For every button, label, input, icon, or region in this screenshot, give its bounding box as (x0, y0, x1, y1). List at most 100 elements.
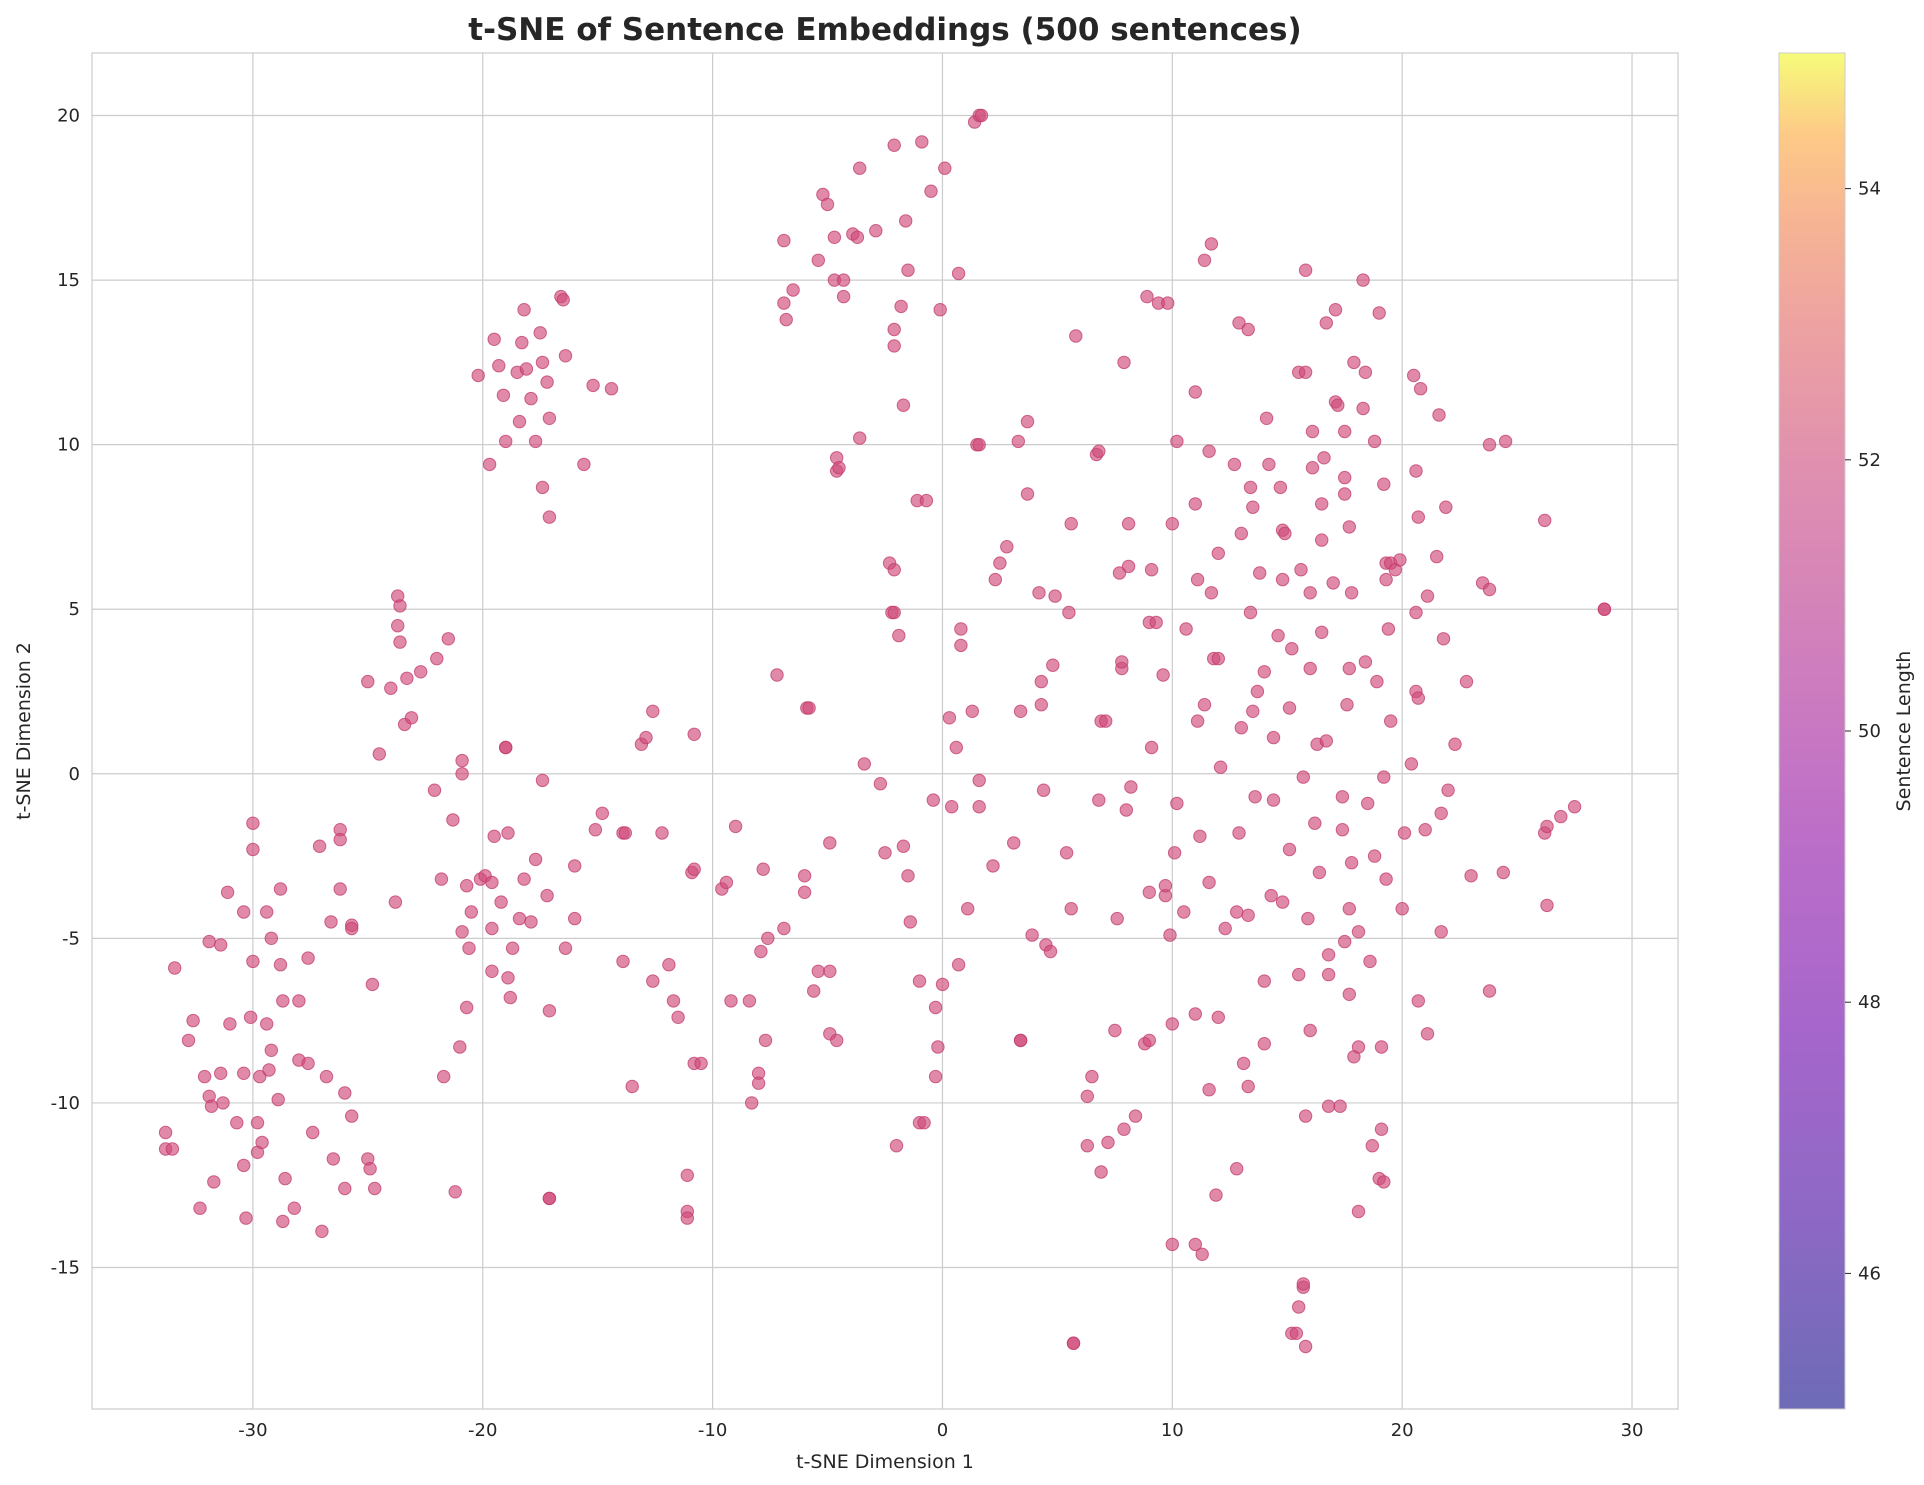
y-tick-label: 20 (57, 106, 80, 127)
data-point (1230, 905, 1244, 919)
data-point (1066, 1336, 1081, 1350)
data-point (887, 138, 901, 152)
data-point (1351, 1040, 1366, 1054)
data-point (1305, 461, 1320, 475)
data-point (1367, 434, 1382, 449)
data-point (1285, 642, 1299, 656)
data-point (1441, 783, 1455, 797)
data-point (728, 819, 743, 834)
data-point (338, 1086, 352, 1100)
data-point (1411, 691, 1426, 705)
data-point (1230, 1162, 1244, 1176)
data-point (931, 1040, 945, 1054)
data-point (1115, 655, 1129, 669)
data-point (1140, 289, 1154, 304)
data-point (1379, 872, 1393, 886)
data-point (1170, 434, 1184, 449)
data-point (262, 1063, 276, 1077)
data-point (1227, 457, 1242, 472)
data-point (276, 1214, 290, 1229)
data-point (1312, 865, 1327, 880)
data-point (1434, 925, 1448, 939)
data-point (1266, 793, 1281, 807)
data-point (1292, 1300, 1306, 1314)
data-point (1202, 1083, 1216, 1097)
colorbar-tick-label: 52 (1858, 450, 1881, 471)
data-point (853, 161, 867, 175)
data-point (761, 931, 775, 945)
data-point (1188, 1237, 1203, 1252)
data-point (832, 461, 846, 475)
data-point (1335, 790, 1350, 804)
data-point (505, 941, 520, 955)
data-point (1241, 322, 1255, 337)
data-point (1379, 572, 1393, 587)
data-point (1165, 1017, 1180, 1031)
data-point (485, 921, 499, 936)
data-point (1338, 470, 1352, 485)
data-point (1282, 842, 1297, 857)
data-point (558, 349, 573, 363)
data-point (1234, 721, 1249, 735)
data-point (556, 293, 570, 307)
data-point (1395, 902, 1409, 916)
data-point (972, 800, 986, 814)
data-point (1482, 438, 1497, 452)
data-point (230, 1116, 244, 1130)
data-point (464, 905, 478, 919)
data-point (388, 895, 403, 909)
data-point (306, 1125, 320, 1140)
data-point (1211, 651, 1226, 666)
data-point (437, 1069, 451, 1084)
data-point (1496, 865, 1511, 880)
data-point (887, 322, 901, 337)
data-point (1420, 1027, 1435, 1041)
data-point (586, 378, 600, 393)
data-point (949, 740, 963, 755)
data-point (777, 296, 791, 310)
data-point (1303, 661, 1317, 676)
data-point (427, 783, 442, 797)
data-point (1418, 823, 1432, 837)
data-point (494, 895, 508, 909)
data-point (1381, 622, 1396, 636)
colorbar-tick-label: 54 (1858, 179, 1881, 200)
data-point (446, 813, 460, 827)
data-point (1333, 1099, 1347, 1113)
data-point (524, 391, 538, 406)
data-point (434, 872, 449, 886)
data-point (363, 1162, 377, 1176)
data-point (400, 671, 414, 685)
data-point (1007, 836, 1021, 850)
data-point (535, 480, 550, 495)
data-point (455, 925, 469, 939)
data-point (1393, 553, 1407, 567)
data-point (1407, 368, 1421, 383)
data-point (237, 1066, 251, 1081)
data-point (1303, 1023, 1317, 1038)
data-point (951, 958, 966, 972)
data-point (264, 1043, 278, 1058)
data-point (1321, 1099, 1336, 1113)
data-point (1119, 803, 1134, 817)
data-point (287, 1201, 301, 1215)
data-point (1448, 737, 1462, 751)
data-point (207, 1175, 221, 1189)
data-point (1540, 898, 1554, 913)
data-point (625, 1079, 639, 1094)
data-point (253, 1069, 267, 1084)
data-point (1351, 1204, 1366, 1219)
data-point (887, 605, 901, 620)
data-point (1363, 954, 1377, 969)
data-point (1374, 1122, 1389, 1136)
data-point (1411, 510, 1426, 524)
data-point (1413, 382, 1428, 396)
data-point (1367, 849, 1382, 863)
data-point (542, 411, 557, 425)
data-point (1232, 316, 1246, 330)
data-point (912, 974, 927, 988)
data-point (345, 1109, 359, 1123)
data-point (158, 1125, 173, 1140)
data-point (1278, 526, 1292, 541)
y-tick-label: 10 (57, 435, 80, 456)
